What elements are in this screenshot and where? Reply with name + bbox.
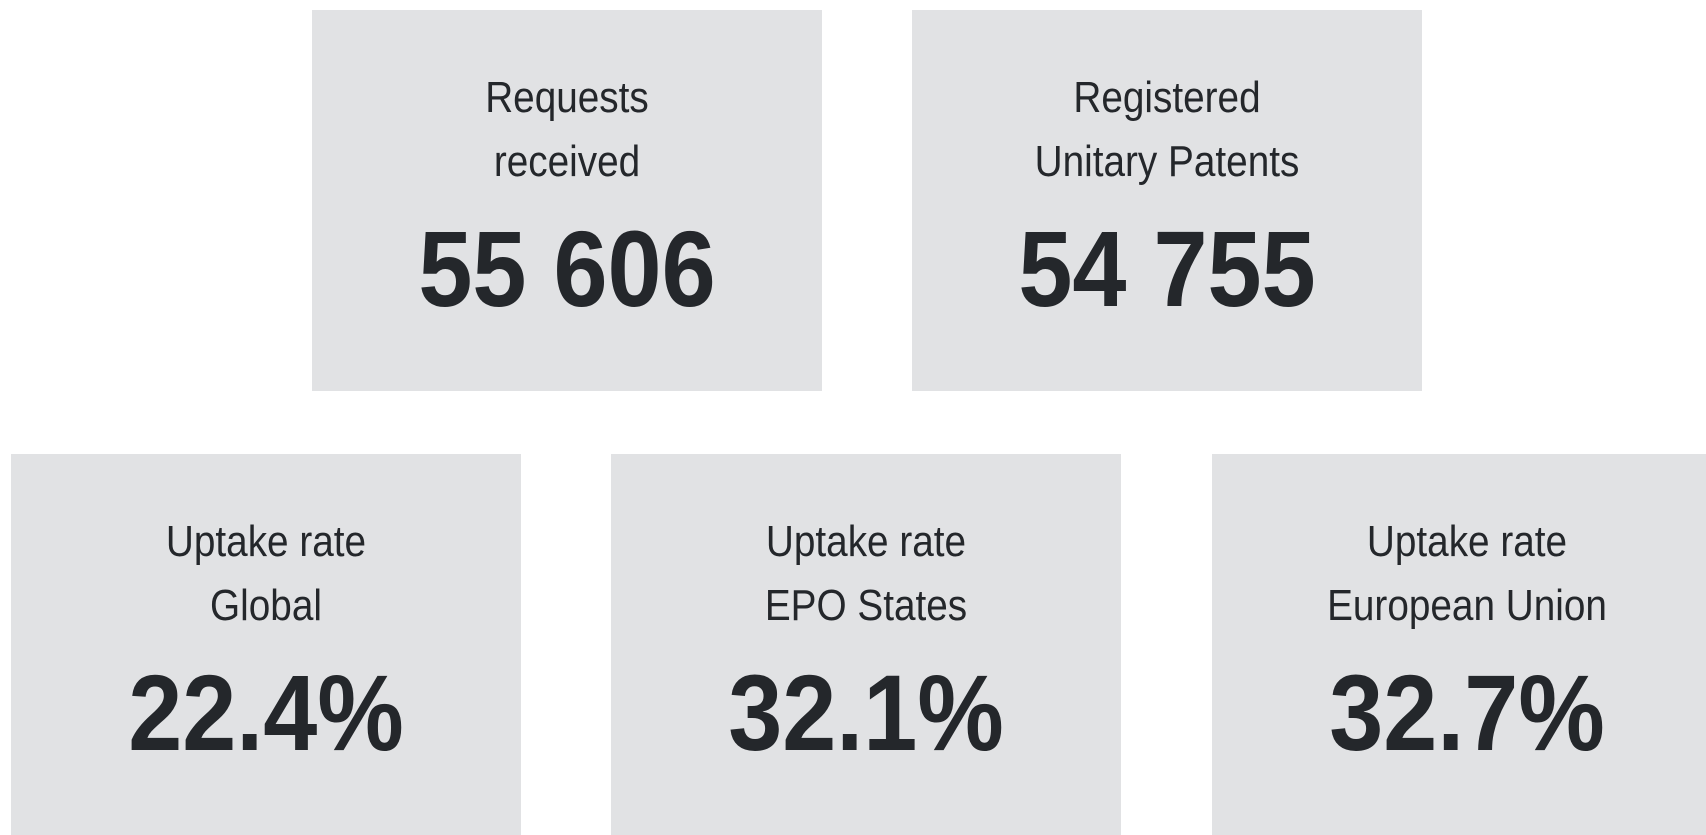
stat-label: Uptake rate <box>765 517 967 566</box>
stat-label: EPO States <box>764 581 968 630</box>
stat-label: received <box>493 137 641 186</box>
stat-label: Uptake rate <box>165 517 367 566</box>
stat-card: Uptake rate Global 22.4% <box>11 454 521 835</box>
stat-card: Uptake rate European Union 32.7% <box>1212 454 1706 835</box>
stat-card: Registered Unitary Patents 54 755 <box>912 10 1422 391</box>
stat-label: Unitary Patents <box>1034 137 1300 186</box>
stat-value: 22.4% <box>128 652 404 773</box>
stat-label: European Union <box>1327 581 1607 630</box>
stat-label: Requests <box>485 73 649 122</box>
stat-label: Global <box>210 581 322 630</box>
stat-value: 55 606 <box>418 208 716 329</box>
stat-value: 32.7% <box>1329 652 1605 773</box>
stat-value: 54 755 <box>1018 208 1316 329</box>
stat-label: Uptake rate <box>1366 517 1568 566</box>
stat-card: Requests received 55 606 <box>312 10 822 391</box>
stat-card: Uptake rate EPO States 32.1% <box>611 454 1121 835</box>
stat-value: 32.1% <box>728 652 1004 773</box>
stat-label: Registered <box>1073 73 1261 122</box>
